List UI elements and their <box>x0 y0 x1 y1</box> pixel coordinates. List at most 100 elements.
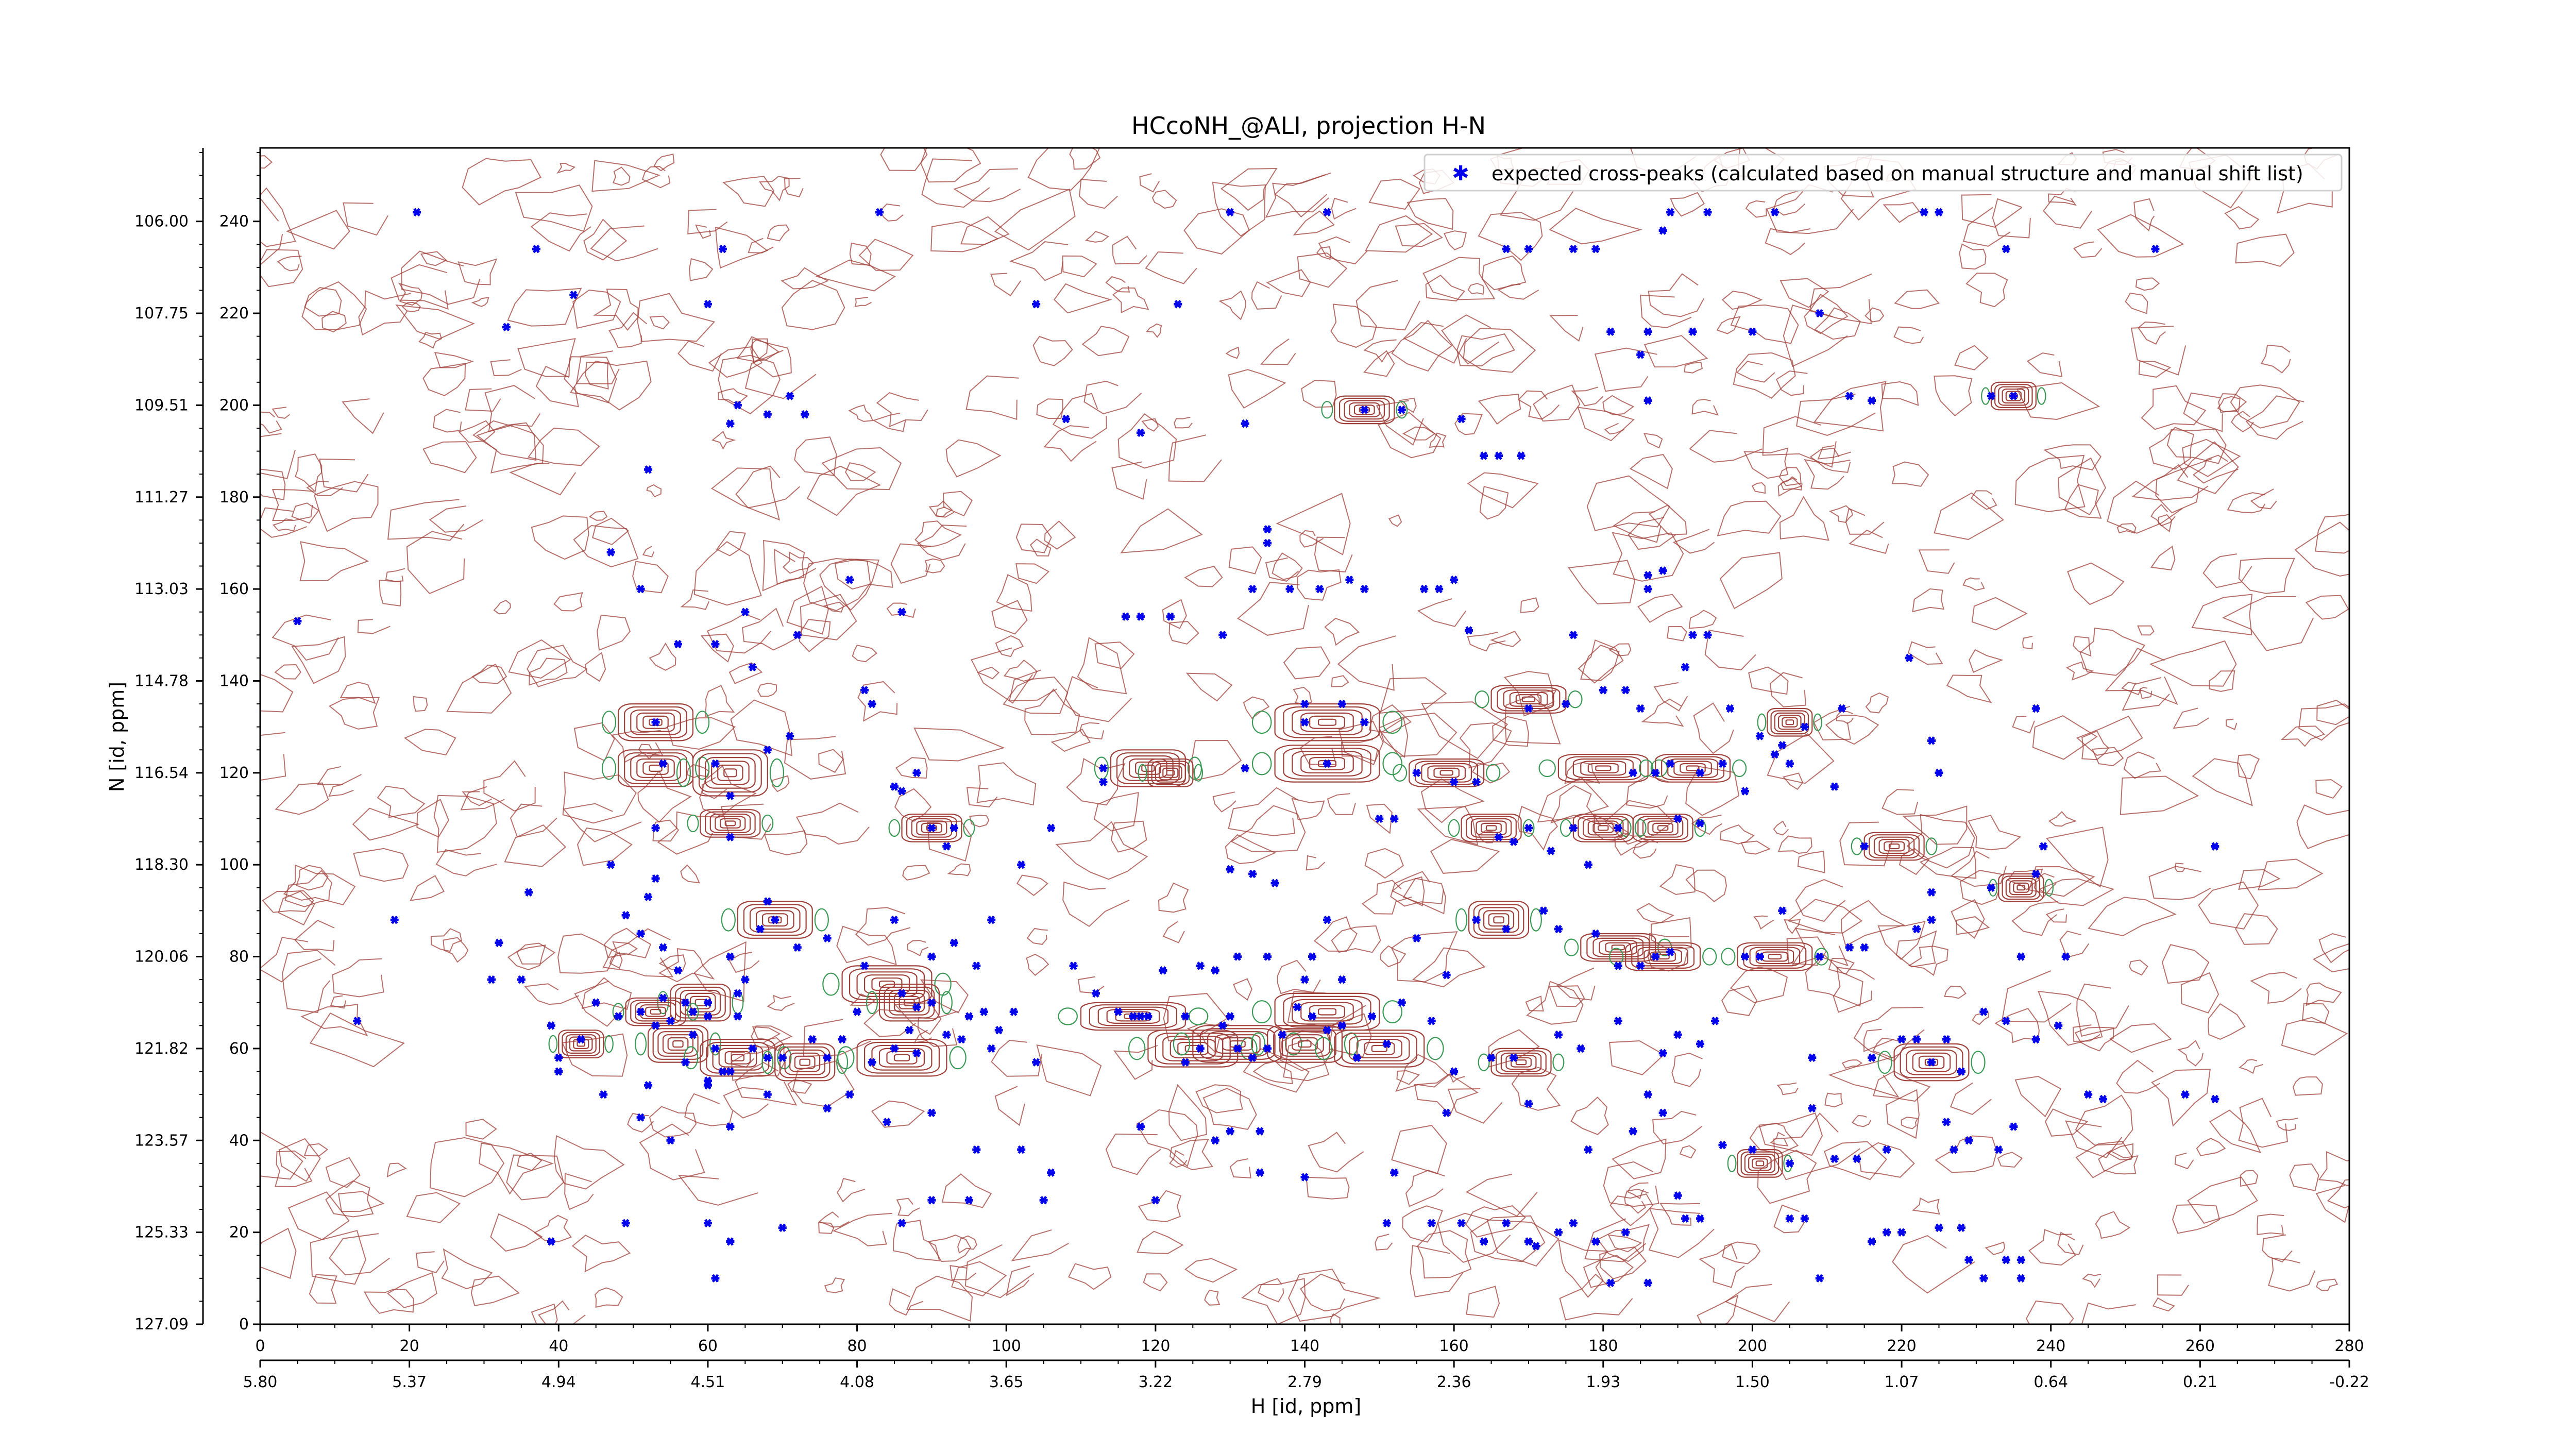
noise-contour <box>1691 399 1719 416</box>
noise-contour <box>1556 967 1596 1001</box>
noise-contour <box>2026 352 2063 378</box>
x-tick-label: 220 <box>1887 1337 1916 1355</box>
peak-marker <box>1360 584 1369 594</box>
noise-contour <box>1478 830 1495 843</box>
noise-contour <box>2074 1026 2114 1052</box>
noise-contour <box>2177 441 2239 494</box>
noise-contour <box>353 848 409 882</box>
noise-contour <box>1786 936 1827 966</box>
noise-contour <box>387 499 465 541</box>
peak-marker <box>1912 1035 1921 1044</box>
peak-contour <box>1285 1034 1324 1054</box>
peak-marker <box>1755 952 1764 961</box>
peak-marker <box>1666 208 1675 217</box>
noise-contour <box>2097 214 2184 258</box>
noise-contour <box>1410 1245 1464 1297</box>
peak-contour <box>878 983 940 1022</box>
noise-contour <box>1797 851 1825 873</box>
noise-contour <box>1465 1173 1538 1217</box>
noise-contour <box>1459 722 1512 769</box>
noise-contour <box>337 1191 385 1212</box>
noise-contour <box>303 1143 329 1157</box>
noise-contour <box>2235 913 2278 945</box>
noise-contour <box>2187 1176 2258 1224</box>
negative-contour <box>1877 1051 1892 1074</box>
peak-marker <box>1614 961 1622 970</box>
peak-marker <box>1472 915 1481 924</box>
peak-marker <box>495 938 503 948</box>
peak-marker <box>554 1067 563 1076</box>
peak-marker <box>726 1122 735 1131</box>
peak-contour <box>1749 947 1801 967</box>
noise-contour <box>595 1287 623 1308</box>
legend[interactable]: ✱ expected cross-peaks (calculated based… <box>1423 154 2343 192</box>
peak-marker <box>801 410 809 419</box>
noise-contour <box>2037 990 2103 1046</box>
noise-contour <box>879 203 904 222</box>
noise-contour <box>1971 597 2028 631</box>
peak-contour <box>1912 1052 1951 1072</box>
peak-marker <box>1360 718 1369 727</box>
noise-contour <box>1520 597 1539 613</box>
noise-contour <box>1795 879 1846 922</box>
noise-contour <box>462 158 541 206</box>
peak-marker <box>718 244 727 254</box>
peak-marker <box>1323 208 1331 217</box>
peak-marker <box>1725 704 1734 713</box>
peak-marker <box>1547 847 1555 855</box>
x-ppm-tick-label: 2.36 <box>1437 1373 1471 1391</box>
peak-marker <box>390 915 399 924</box>
noise-contour <box>1300 1273 1346 1312</box>
peak-marker <box>1300 1173 1309 1182</box>
noise-contour <box>1992 198 2031 239</box>
peak-marker <box>733 401 742 410</box>
peak-marker <box>1860 943 1869 952</box>
peak-contour <box>649 718 663 726</box>
noise-contour <box>1380 945 1406 968</box>
noise-contour <box>415 1251 445 1273</box>
peak-marker <box>942 1030 951 1039</box>
peak-contour <box>1631 944 1695 969</box>
peak-marker <box>1569 1219 1578 1228</box>
peak-marker <box>1308 952 1316 961</box>
peak-contour <box>1476 820 1507 836</box>
noise-contour <box>410 875 445 901</box>
negative-contour <box>1251 1000 1272 1024</box>
noise-contour <box>2125 292 2148 314</box>
noise-contour <box>1912 1197 1940 1215</box>
peak-contour <box>717 764 743 781</box>
noise-contour <box>947 863 971 876</box>
noise-contour <box>1901 1117 1919 1129</box>
peak-contour <box>1147 758 1194 787</box>
noise-contour <box>1251 281 1282 310</box>
noise-contour <box>1228 787 1299 836</box>
peak-contour <box>1583 818 1624 838</box>
noise-contour <box>757 682 777 697</box>
negative-contour <box>1396 401 1408 419</box>
peak-marker <box>1673 814 1682 823</box>
peak-contour <box>675 986 726 1019</box>
noise-contour <box>848 404 874 422</box>
peak-marker <box>1263 525 1272 534</box>
noise-contour <box>2208 1003 2246 1040</box>
x-tick-label: 240 <box>2036 1337 2065 1355</box>
peak-marker <box>1748 327 1757 336</box>
peak-marker <box>1502 1219 1511 1228</box>
x-ppm-axis: 5.80 5.37 4.94 4.51 4.08 3.65 3.22 2.79 2.36 1.93… <box>243 1359 2369 1391</box>
noise-contour <box>1787 899 1863 934</box>
noise-contour <box>2158 514 2173 533</box>
noise-contour <box>1293 210 1335 235</box>
noise-contour <box>1583 1255 1634 1288</box>
peak-contour <box>635 1002 676 1022</box>
negative-contour <box>866 991 878 1015</box>
peak-contour <box>856 1038 947 1077</box>
noise-contour <box>2315 513 2349 554</box>
peak-marker <box>1233 952 1242 961</box>
noise-contour <box>2109 1023 2172 1053</box>
peak-marker <box>1009 1007 1018 1016</box>
peak-marker <box>1860 842 1869 851</box>
peak-marker <box>1263 538 1272 548</box>
negative-contour <box>1382 1000 1403 1024</box>
noise-contour <box>2075 1141 2133 1178</box>
noise-contour <box>2081 1302 2136 1324</box>
